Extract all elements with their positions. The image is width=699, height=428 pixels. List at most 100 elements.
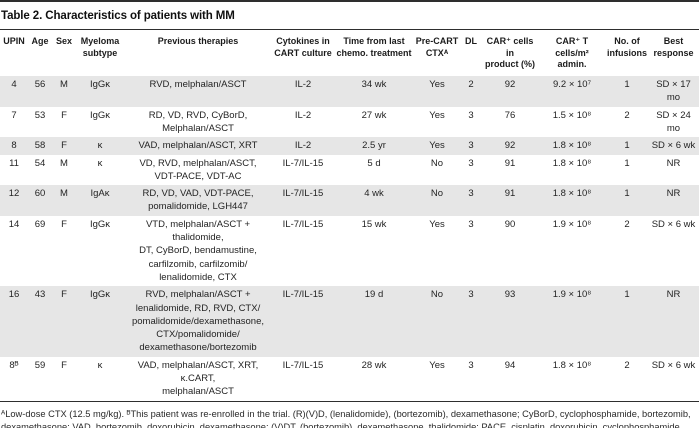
table-cell: F bbox=[61, 289, 67, 301]
table-cell: 1 bbox=[624, 157, 630, 169]
column-header: Previous therapies bbox=[157, 36, 239, 46]
table-cell: 1 bbox=[624, 289, 630, 301]
table-cell: 3 bbox=[468, 289, 474, 301]
table-cell: IL-2 bbox=[294, 109, 312, 121]
table-cell: 2 bbox=[624, 218, 630, 230]
column-header: Age bbox=[31, 36, 49, 46]
table-cell: IL-2 bbox=[294, 79, 312, 91]
table-cell: IL-7/IL-15 bbox=[282, 218, 324, 230]
table-cell: SD × 6 wk bbox=[651, 140, 696, 152]
table-cell: IL-2 bbox=[294, 140, 312, 152]
table-cell: IL-7/IL-15 bbox=[282, 359, 324, 371]
table-cell: κ bbox=[97, 157, 103, 169]
table-cell: 91 bbox=[504, 157, 516, 169]
table-cell: 1 bbox=[624, 140, 630, 152]
table-cell: 7 bbox=[11, 109, 17, 121]
table-cell: 4 bbox=[11, 79, 17, 91]
column-header: Sex bbox=[55, 36, 72, 46]
column-header: Cytokines in CART culture bbox=[274, 36, 332, 58]
table-cell: 3 bbox=[468, 140, 474, 152]
table-row: 12 60 M IgAκ RD, VD, VAD, VDT-PACE, pomalido… bbox=[0, 185, 699, 216]
table-cell: 59 bbox=[34, 359, 46, 371]
column-header: UPIN bbox=[3, 36, 25, 46]
table-cell: RD, VD, RVD, CyBorD, Melphalan/ASCT bbox=[148, 109, 248, 134]
table-cell: NR bbox=[666, 289, 681, 301]
table-cell: 27 wk bbox=[361, 109, 387, 121]
table-cell: RD, VD, VAD, VDT-PACE, pomalidomide, LGH… bbox=[142, 188, 254, 213]
table-cell: SD × 6 wk bbox=[651, 218, 696, 230]
table-cell: SD × 24 mo bbox=[656, 109, 691, 134]
table-cell: 1 bbox=[624, 188, 630, 200]
patients-table: UPIN Age Sex Myeloma subtype Previous therap… bbox=[0, 30, 699, 401]
table-cell: 8ᴮ bbox=[9, 359, 19, 371]
table-header: UPIN Age Sex Myeloma subtype Previous therap… bbox=[0, 30, 699, 76]
table-cell: VAD, melphalan/ASCT, XRT bbox=[138, 140, 258, 152]
column-header: Time from last chemo. treatment bbox=[336, 36, 412, 58]
table-cell: 60 bbox=[34, 188, 46, 200]
table-cell: IgGκ bbox=[89, 218, 111, 230]
table-cell: 90 bbox=[504, 218, 516, 230]
table-cell: VTD, melphalan/ASCT + thalidomide, DT, C… bbox=[139, 218, 257, 283]
table-row: 14 69 F IgGκ VTD, melphalan/ASCT + thalidomi… bbox=[0, 216, 699, 286]
column-header: Pre-CART CTXᴬ bbox=[415, 36, 459, 58]
column-header: CAR⁺ cells in product (%) bbox=[485, 36, 535, 70]
table-cell: 3 bbox=[468, 109, 474, 121]
table-title: Table 2. Characteristics of patients wit… bbox=[0, 2, 699, 30]
table-cell: NR bbox=[666, 157, 681, 169]
table-cell: 9.2 × 10⁷ bbox=[552, 79, 592, 91]
table-cell: 2 bbox=[624, 109, 630, 121]
table-cell: 2 bbox=[468, 79, 474, 91]
table-cell: SD × 6 wk bbox=[651, 359, 696, 371]
table-cell: Yes bbox=[429, 140, 445, 152]
table-cell: 76 bbox=[504, 109, 516, 121]
table-cell: 15 wk bbox=[361, 218, 387, 230]
table-cell: Yes bbox=[429, 359, 445, 371]
table-row: 4 56 M IgGκ RVD, melphalan/ASCT IL-2 34 wk Yes 2… bbox=[0, 76, 699, 107]
table-cell: 92 bbox=[504, 79, 516, 91]
column-header: Best response bbox=[653, 36, 694, 58]
table-row: 7 53 F IgGκ RD, VD, RVD, CyBorD, Melphalan/A… bbox=[0, 107, 699, 138]
table-cell: 1 bbox=[624, 79, 630, 91]
table-cell: IL-7/IL-15 bbox=[282, 157, 324, 169]
table-cell: IgGκ bbox=[89, 109, 111, 121]
table-cell: M bbox=[60, 188, 68, 200]
table-cell: 3 bbox=[468, 188, 474, 200]
header-row: UPIN Age Sex Myeloma subtype Previous therap… bbox=[0, 30, 699, 76]
table-cell: 12 bbox=[8, 188, 20, 200]
table-cell: 4 wk bbox=[364, 188, 384, 200]
table-cell: 1.8 × 10⁸ bbox=[552, 359, 592, 371]
table-cell: 34 wk bbox=[361, 79, 387, 91]
table-cell: RVD, melphalan/ASCT bbox=[149, 79, 247, 91]
table-cell: 16 bbox=[8, 289, 20, 301]
table-cell: M bbox=[60, 79, 68, 91]
table-cell: 53 bbox=[34, 109, 46, 121]
table-cell: 28 wk bbox=[361, 359, 387, 371]
table-cell: 1.9 × 10⁸ bbox=[552, 218, 592, 230]
table-cell: 5 d bbox=[367, 157, 381, 169]
table-cell: 92 bbox=[504, 140, 516, 152]
table-cell: IgGκ bbox=[89, 79, 111, 91]
table-cell: κ bbox=[97, 359, 103, 371]
table-cell: 3 bbox=[468, 359, 474, 371]
table-cell: No bbox=[430, 188, 444, 200]
table-cell: 14 bbox=[8, 218, 20, 230]
table-cell: SD × 17 mo bbox=[656, 79, 691, 104]
table-row: 16 43 F IgGκ RVD, melphalan/ASCT + lenalidom… bbox=[0, 286, 699, 357]
table-cell: κ bbox=[97, 140, 103, 152]
table-cell: 1.8 × 10⁸ bbox=[552, 157, 592, 169]
table-cell: 56 bbox=[34, 79, 46, 91]
table-cell: 1.9 × 10⁸ bbox=[552, 289, 592, 301]
table-cell: 58 bbox=[34, 140, 46, 152]
table-cell: 1.8 × 10⁸ bbox=[552, 140, 592, 152]
table-cell: NR bbox=[666, 188, 681, 200]
table-cell: 11 bbox=[9, 157, 19, 169]
column-header: Myeloma subtype bbox=[80, 36, 120, 58]
column-header: DL bbox=[465, 36, 477, 46]
table-cell: 19 d bbox=[364, 289, 384, 301]
table-cell: IL-7/IL-15 bbox=[282, 188, 324, 200]
table-body: 4 56 M IgGκ RVD, melphalan/ASCT IL-2 34 wk Yes 2… bbox=[0, 76, 699, 401]
column-header: CAR⁺ T cells/m² admin. bbox=[555, 36, 589, 70]
